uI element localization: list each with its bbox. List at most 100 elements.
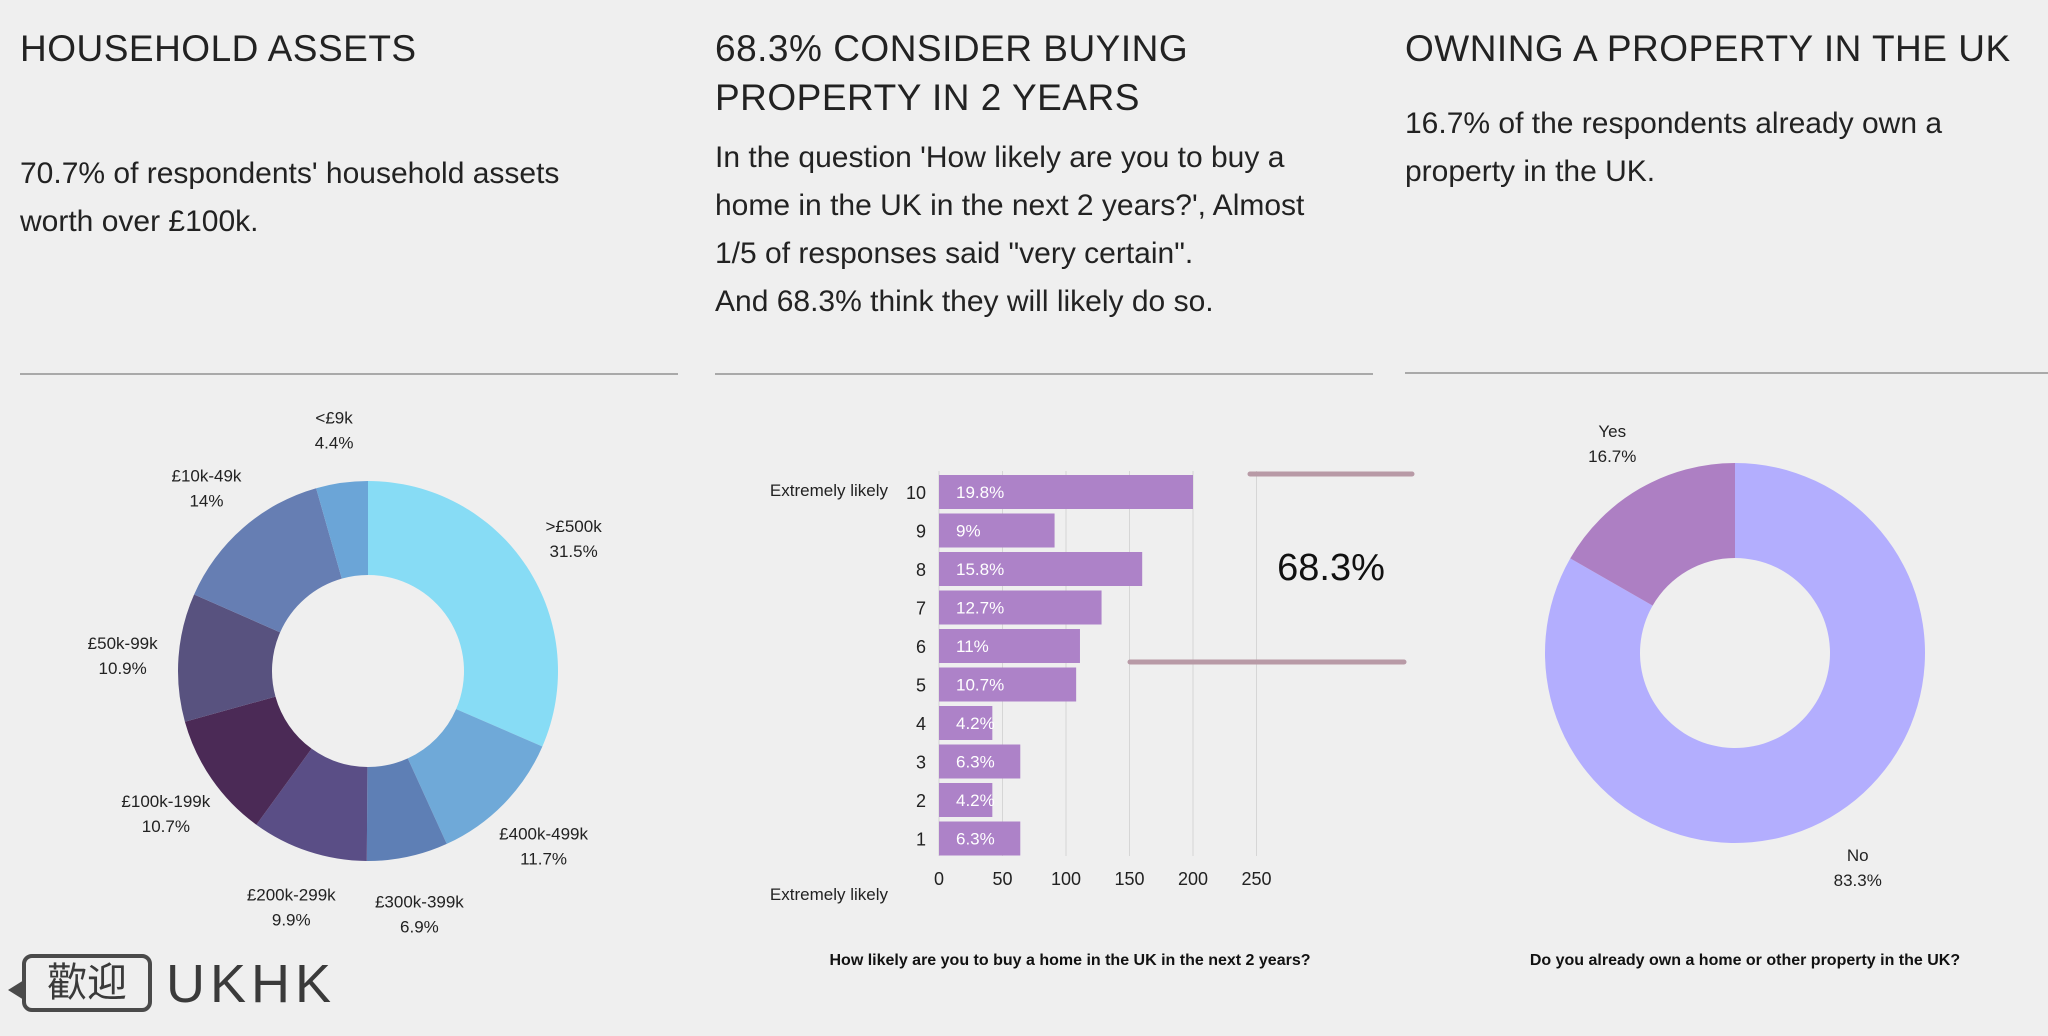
- bar-data-label: 4.2%: [956, 714, 995, 733]
- logo-speech-tail: [8, 980, 24, 1000]
- bar-x-tick-label: 200: [1178, 869, 1208, 889]
- ownership-donut-slice-label: Yes: [1598, 422, 1626, 441]
- bar-x-tick-label: 100: [1051, 869, 1081, 889]
- bar-data-label: 4.2%: [956, 791, 995, 810]
- assets-donut-slice-label: £200k-299k: [247, 886, 336, 905]
- bar: [939, 744, 1021, 779]
- assets-donut-slice: [178, 594, 281, 722]
- bar-category-label: 5: [916, 676, 926, 696]
- bar: [939, 706, 993, 740]
- bar-category-label: 2: [916, 791, 926, 811]
- bar-data-label: 9%: [956, 522, 981, 541]
- bar: [939, 783, 993, 817]
- bar-category-label: 10: [906, 483, 926, 503]
- section-title: 68.3% CONSIDER BUYING PROPERTY IN 2 YEAR…: [715, 24, 1188, 122]
- assets-donut-slice-value: 11.7%: [520, 849, 567, 868]
- divider: [1405, 372, 2048, 374]
- assets-donut-slice: [407, 709, 543, 844]
- bar-category-label: 9: [916, 522, 926, 542]
- bar: [939, 667, 1077, 702]
- assets-donut-slice-value: 6.9%: [400, 918, 439, 937]
- assets-donut-slice-value: 14%: [189, 491, 223, 510]
- ownership-donut-slice-label: No: [1847, 846, 1869, 865]
- bar-x-tick-label: 50: [992, 869, 1012, 889]
- section-body: In the question 'How likely are you to b…: [715, 134, 1304, 326]
- bar-chart-title: How likely are you to buy a home in the …: [829, 952, 1311, 969]
- bar-x-tick-label: 250: [1241, 869, 1271, 889]
- bar-category-label: 7: [916, 599, 926, 619]
- logo-badge: 歡迎: [22, 954, 152, 1012]
- assets-donut-slice-value: 10.7%: [142, 817, 190, 836]
- assets-donut-slice-value: 10.9%: [99, 659, 147, 678]
- section-buying-property: 68.3% CONSIDER BUYING PROPERTY IN 2 YEAR…: [715, 24, 1373, 375]
- assets-donut-slice: [194, 488, 342, 633]
- bar: [939, 475, 1193, 509]
- bar-data-label: 6.3%: [956, 753, 995, 772]
- section-household-assets: HOUSEHOLD ASSETS 70.7% of respondents' h…: [0, 0, 690, 1036]
- bar-data-label: 12.7%: [956, 599, 1004, 618]
- assets-donut-slice: [366, 758, 447, 862]
- bar-category-label: 4: [916, 714, 926, 734]
- section-body: 70.7% of respondents' household assets w…: [20, 150, 559, 246]
- assets-donut-slice: [316, 481, 368, 579]
- bar-data-label: 10.7%: [956, 676, 1004, 695]
- ownership-donut-slice-value: 83.3%: [1834, 871, 1882, 890]
- bar-x-tick-label: 150: [1114, 869, 1144, 889]
- assets-donut-slice: [184, 696, 312, 825]
- bar-category-label: 3: [916, 753, 926, 773]
- bar-data-label: 11%: [956, 637, 989, 656]
- bar-category-label: 6: [916, 637, 926, 657]
- section-title-line: 68.3% CONSIDER BUYING: [715, 28, 1189, 69]
- assets-donut-slice-label: £100k-199k: [121, 792, 210, 811]
- assets-donut-slice-label: £10k-49k: [172, 466, 242, 485]
- annotation-label: 68.3%: [1277, 547, 1385, 589]
- divider: [20, 373, 678, 375]
- bar-end-label-top: Extremely likely: [770, 481, 889, 500]
- bar: [939, 629, 1080, 663]
- body-line: And 68.3% think they will likely do so.: [715, 285, 1214, 318]
- section-title-line: HOUSEHOLD ASSETS: [20, 28, 417, 69]
- divider: [715, 373, 1373, 375]
- ownership-donut-slice: [1570, 463, 1735, 606]
- section-title: OWNING A PROPERTY IN THE UK: [1405, 24, 2011, 73]
- assets-donut-slice-label: £400k-499k: [499, 824, 588, 843]
- assets-donut-slice: [256, 748, 368, 861]
- body-line: 70.7% of respondents' household assets: [20, 157, 560, 190]
- logo-wordmark: UKHK: [166, 954, 337, 1014]
- assets-donut-slice: [368, 481, 558, 747]
- assets-donut-slice-label: £300k-399k: [375, 893, 464, 912]
- bar: [939, 513, 1055, 548]
- assets-donut-slice-label: £50k-99k: [88, 634, 158, 653]
- assets-donut-slice-label: >£500k: [545, 517, 602, 536]
- body-line: property in the UK.: [1405, 155, 1656, 188]
- bar-category-label: 8: [916, 560, 926, 580]
- section-body: 16.7% of the respondents already own a p…: [1405, 100, 1942, 196]
- body-line: home in the UK in the next 2 years?', Al…: [715, 189, 1305, 222]
- bar-category-label: 1: [916, 830, 926, 850]
- ukhk-logo: 歡迎 UKHK: [8, 952, 338, 1016]
- body-line: 16.7% of the respondents already own a: [1405, 107, 1943, 140]
- section-title: HOUSEHOLD ASSETS: [20, 24, 417, 73]
- assets-donut-slice-value: 31.5%: [550, 542, 598, 561]
- body-line: In the question 'How likely are you to b…: [715, 141, 1285, 174]
- bar: [939, 590, 1102, 625]
- ownership-donut-slice-value: 16.7%: [1588, 447, 1636, 466]
- body-line: worth over £100k.: [20, 205, 259, 238]
- bar: [939, 821, 1021, 856]
- bar-end-label-bottom: Extremely likely: [770, 885, 889, 904]
- bar-data-label: 15.8%: [956, 560, 1004, 579]
- section-title-line: PROPERTY IN 2 YEARS: [715, 77, 1140, 118]
- body-line: 1/5 of responses said "very certain".: [715, 237, 1194, 270]
- bar-data-label: 19.8%: [956, 483, 1004, 502]
- bar-data-label: 6.3%: [956, 830, 995, 849]
- ownership-chart-title: Do you already own a home or other prope…: [1529, 952, 1961, 969]
- ownership-donut-slice: [1545, 463, 1926, 844]
- section-title-line: OWNING A PROPERTY IN THE UK: [1405, 28, 2011, 69]
- bar: [939, 552, 1143, 586]
- assets-donut-slice-label: <£9k: [315, 408, 353, 427]
- bar-x-tick-label: 0: [934, 869, 944, 889]
- assets-donut-slice-value: 4.4%: [315, 433, 354, 452]
- assets-donut-slice-value: 9.9%: [272, 911, 311, 930]
